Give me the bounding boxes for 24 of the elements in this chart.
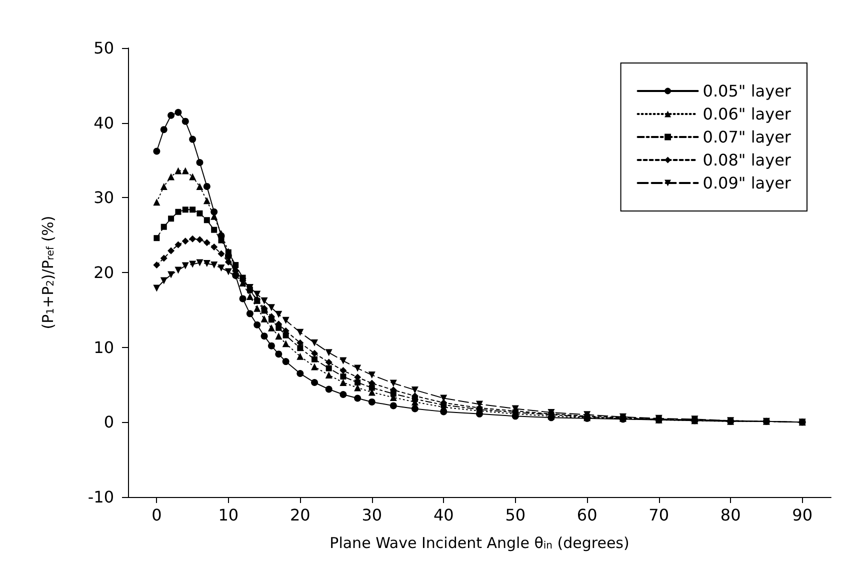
x-tick-label: 90 <box>792 506 812 524</box>
x-tick-label: 20 <box>290 506 310 524</box>
y-tick-label: 0 <box>104 412 114 432</box>
x-tick-label: 70 <box>648 506 670 524</box>
x-tick-label: 10 <box>218 506 239 524</box>
legend-label: 0.06" layer <box>702 104 792 124</box>
x-tick-label: 60 <box>576 506 598 524</box>
x-axis-title: Plane Wave Incident Angle θin (degrees) <box>330 534 630 552</box>
legend-label: 0.08" layer <box>702 150 792 170</box>
y-tick-label: 10 <box>94 338 114 357</box>
y-tick-label: 30 <box>94 188 114 208</box>
y-tick-label: 40 <box>94 113 114 132</box>
y-axis-title: (P1+P2)/Pref (%) <box>39 216 57 330</box>
x-tick-label: 40 <box>433 506 454 524</box>
y-tick-label: 20 <box>94 263 114 282</box>
legend-label: 0.05" layer <box>702 82 792 100</box>
legend-label: 0.07" layer <box>702 128 792 146</box>
y-tick-label: 50 <box>94 38 114 58</box>
x-tick-label: 80 <box>720 506 741 524</box>
x-tick-label: 50 <box>505 506 526 524</box>
legend-label: 0.09" layer <box>702 174 792 192</box>
x-tick-label: 30 <box>362 506 382 524</box>
x-tick-label: 0 <box>152 506 162 524</box>
y-tick-label: -10 <box>88 488 114 506</box>
